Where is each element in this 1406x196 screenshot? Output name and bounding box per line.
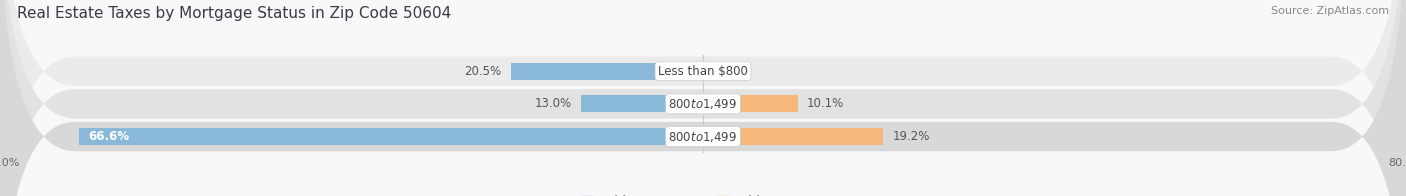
Text: $800 to $1,499: $800 to $1,499 — [668, 130, 738, 143]
Text: 20.5%: 20.5% — [464, 65, 502, 78]
Text: Source: ZipAtlas.com: Source: ZipAtlas.com — [1271, 6, 1389, 16]
Bar — [79, 128, 703, 145]
Text: 0.0%: 0.0% — [713, 65, 742, 78]
Bar — [703, 95, 797, 112]
Bar — [510, 63, 703, 80]
Text: 66.6%: 66.6% — [89, 130, 129, 143]
Text: Real Estate Taxes by Mortgage Status in Zip Code 50604: Real Estate Taxes by Mortgage Status in … — [17, 6, 451, 21]
Text: 13.0%: 13.0% — [534, 97, 572, 110]
Bar — [581, 95, 703, 112]
Legend: Without Mortgage, With Mortgage: Without Mortgage, With Mortgage — [581, 195, 825, 196]
Bar — [703, 128, 883, 145]
Text: $800 to $1,499: $800 to $1,499 — [668, 97, 738, 111]
Text: Less than $800: Less than $800 — [658, 65, 748, 78]
Text: 19.2%: 19.2% — [893, 130, 929, 143]
Text: 10.1%: 10.1% — [807, 97, 844, 110]
